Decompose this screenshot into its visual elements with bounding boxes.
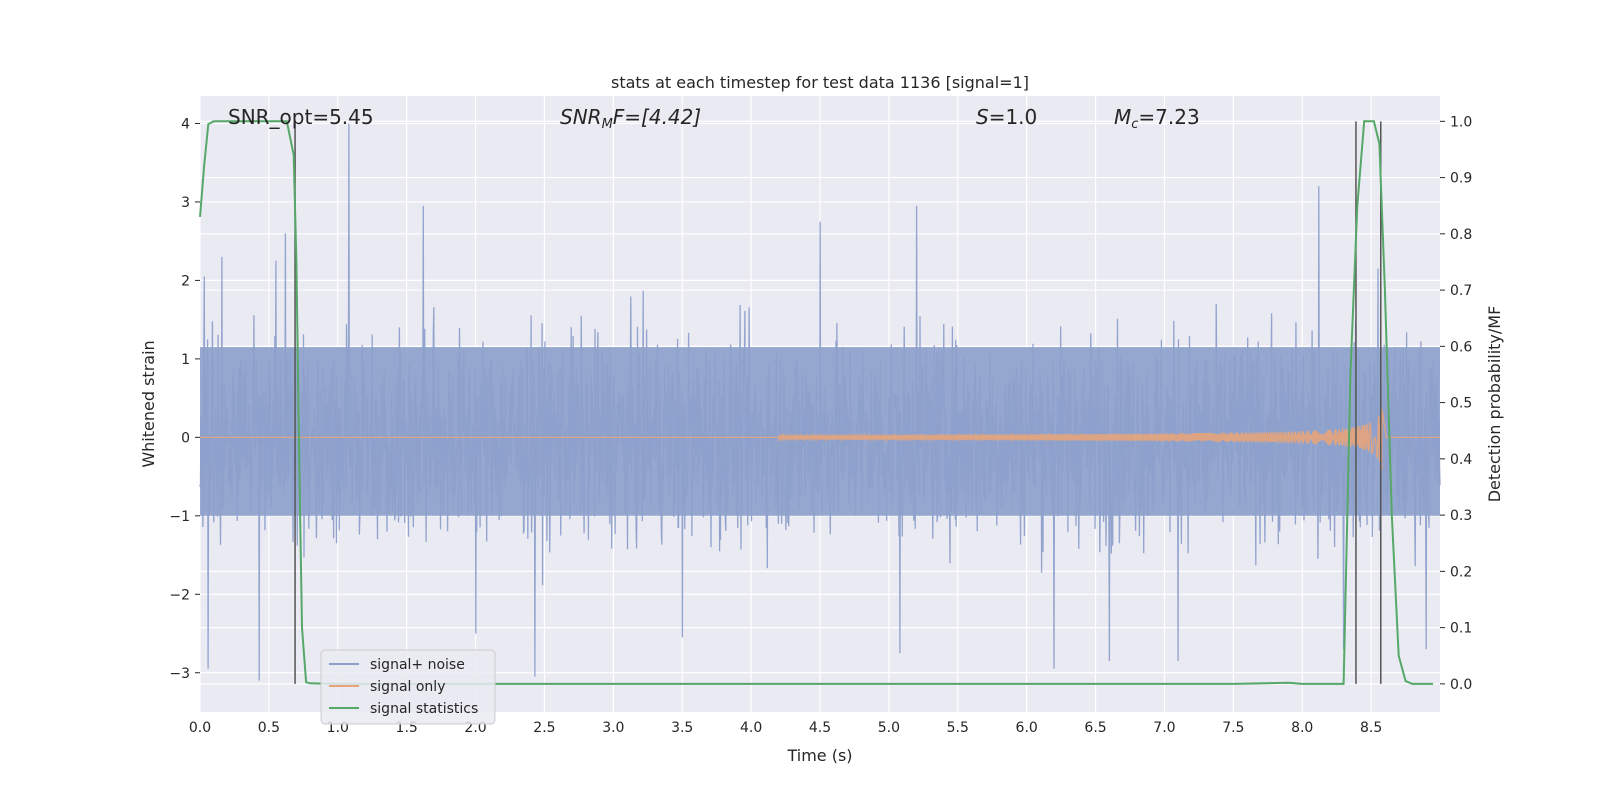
annotation-snr-mf-main: SNR: [560, 105, 602, 129]
axis-ticks: 0.0 0.5 1.0 1.5 2.0 2.5 3.0 3.5 4.0 4.5 5.0 5.5 6.0 6…: [169, 114, 1472, 736]
y2-tick-label: 0.9: [1450, 171, 1472, 187]
noise-line: [199, 123, 1441, 681]
y2-tick-label: 0.3: [1450, 508, 1472, 524]
y-tick-label: −1: [169, 509, 190, 525]
annotation-snr-mf: SNRMF=[4.42]: [560, 105, 701, 132]
y2-tick-label: 1.0: [1450, 114, 1472, 130]
x-tick-label: 0.5: [258, 720, 280, 736]
annotation-s: S=1.0: [976, 105, 1037, 129]
chart-title: stats at each timestep for test data 113…: [611, 73, 1029, 92]
x-tick-label: 8.5: [1360, 720, 1382, 736]
stats-line: [199, 120, 1434, 685]
annotation-mc-suffix: =7.23: [1138, 105, 1199, 129]
y2-tick-label: 0.0: [1450, 677, 1472, 693]
annotation-snr-mf-suffix: F=[4.42]: [613, 105, 701, 129]
y-tick-label: 3: [181, 195, 190, 211]
y2-tick-label: 0.8: [1450, 227, 1472, 243]
x-tick-label: 2.5: [533, 720, 555, 736]
y-tick-label: −3: [169, 666, 190, 682]
y-tick-label: 4: [181, 116, 190, 132]
stats-series: [199, 120, 1434, 685]
y2-tick-label: 0.5: [1450, 396, 1472, 412]
legend-label-stats: signal statistics: [370, 701, 478, 717]
x-tick-label: 4.0: [740, 720, 762, 736]
x-tick-label: 7.0: [1153, 720, 1175, 736]
chirp-line: [200, 406, 1440, 471]
annotation-mc-main: M: [1114, 105, 1131, 129]
noise-series: [199, 123, 1441, 681]
x-tick-label: 5.5: [947, 720, 969, 736]
x-tick-label: 8.0: [1291, 720, 1313, 736]
x-tick-label: 4.5: [809, 720, 831, 736]
y2-tick-label: 0.6: [1450, 339, 1472, 355]
legend-box: [320, 649, 496, 725]
legend-label-noise: signal+ noise: [370, 657, 465, 673]
annotation-s-suffix: =1.0: [989, 105, 1038, 129]
y2-tick-label: 0.4: [1450, 452, 1472, 468]
x-tick-label: 6.0: [1016, 720, 1038, 736]
annotation-snr-mf-sub: M: [602, 117, 613, 132]
y2-axis-label: Detection probability/MF: [1485, 306, 1504, 503]
x-tick-label: 6.5: [1084, 720, 1106, 736]
annotation-mc: Mc=7.23: [1114, 105, 1200, 132]
x-axis-label: Time (s): [786, 746, 852, 765]
chirp-series: [200, 406, 1440, 471]
annotation-snr-opt: SNR_opt=5.45: [228, 105, 374, 129]
y-axis-label: Whitened strain: [139, 340, 158, 467]
y-tick-label: 1: [181, 352, 190, 368]
y-tick-label: −2: [169, 587, 190, 603]
legend-label-signal: signal only: [370, 679, 445, 695]
x-tick-label: 3.5: [671, 720, 693, 736]
y2-tick-label: 0.1: [1450, 621, 1472, 637]
legend: signal+ noise signal only signal statist…: [320, 649, 496, 725]
y-tick-label: 0: [181, 430, 190, 446]
annotation-mc-sub: c: [1131, 117, 1138, 132]
x-tick-label: 3.0: [602, 720, 624, 736]
y-tick-label: 2: [181, 273, 190, 289]
y2-tick-label: 0.7: [1450, 283, 1472, 299]
x-tick-label: 5.0: [878, 720, 900, 736]
x-tick-label: 0.0: [189, 720, 211, 736]
x-tick-label: 7.5: [1222, 720, 1244, 736]
annotation-s-main: S: [976, 105, 989, 129]
y2-tick-label: 0.2: [1450, 564, 1472, 580]
